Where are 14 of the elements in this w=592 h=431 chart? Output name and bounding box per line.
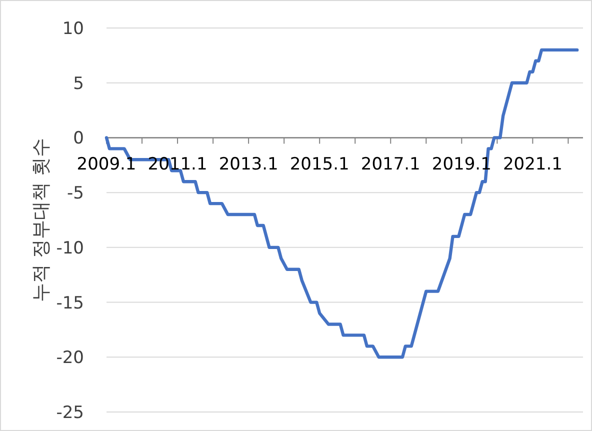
- y-tick-label: -25: [56, 403, 84, 423]
- y-axis-title: 누적 정부대책 횟수: [30, 138, 52, 302]
- x-tick-label: 2017.1: [360, 154, 420, 175]
- y-tick-label: 5: [73, 74, 84, 94]
- y-tick-label: -5: [67, 184, 84, 204]
- y-tick-label: -20: [56, 348, 84, 368]
- y-tick-label: -15: [56, 293, 84, 314]
- y-tick-label: 10: [62, 19, 84, 39]
- x-tick-label: 2013.1: [218, 154, 278, 175]
- y-tick-label: 0: [73, 128, 84, 149]
- x-tick-label: 2015.1: [290, 154, 350, 175]
- x-tick-label: 2021.1: [502, 154, 562, 175]
- y-tick-label: -10: [56, 238, 84, 258]
- x-tick-label: 2009.1: [76, 154, 136, 175]
